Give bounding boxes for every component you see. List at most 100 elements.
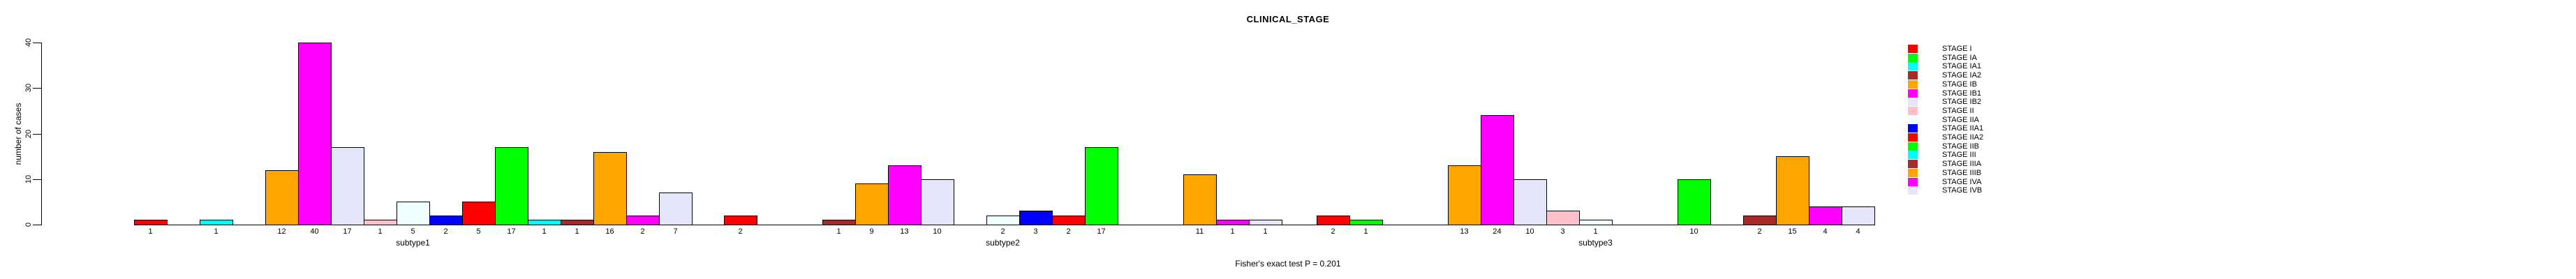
bar-stage-iib [1085, 147, 1118, 225]
legend-label: STAGE IIB [1942, 142, 1979, 151]
bar-value-label: 13 [900, 227, 909, 236]
y-tick-mark [33, 88, 41, 89]
legend-label: STAGE IA1 [1942, 62, 1982, 71]
bar-stage-iiia [1743, 216, 1777, 225]
bar-value-label: 2 [738, 227, 743, 236]
legend-swatch-stage-ib2 [1908, 98, 1918, 107]
legend-swatch-stage-iia [1908, 115, 1918, 124]
legend-swatch-stage-iiib [1908, 168, 1918, 177]
legend-swatch-stage-ib1 [1908, 89, 1918, 98]
bar-value-label: 10 [1525, 227, 1534, 236]
bar-stage-i [134, 220, 168, 225]
bar-value-label: 24 [1493, 227, 1502, 236]
legend-swatch-stage-iiia [1908, 160, 1918, 169]
bar-value-label: 2 [1331, 227, 1335, 236]
legend-swatch-stage-ia1 [1908, 62, 1918, 71]
bar-stage-ib1 [888, 165, 921, 225]
legend-swatch-stage-ib [1908, 80, 1918, 89]
y-tick-label: 30 [24, 84, 33, 93]
bar-stage-iia1 [429, 216, 463, 225]
bar-stage-ib1 [1481, 115, 1514, 225]
bar-value-label: 7 [673, 227, 678, 236]
legend-swatch-stage-iii [1908, 151, 1918, 160]
bar-stage-ib2 [921, 179, 954, 225]
bar-value-label: 5 [476, 227, 481, 236]
bar-value-label: 4 [1856, 227, 1860, 236]
bar-value-label: 2 [1000, 227, 1005, 236]
bar-stage-i [724, 216, 757, 225]
bar-stage-iva [1809, 206, 1842, 225]
legend-label: STAGE IVB [1942, 186, 1983, 195]
bar-stage-ib [1448, 165, 1481, 225]
legend-label: STAGE IB [1942, 80, 1977, 89]
y-tick-label: 10 [24, 174, 33, 183]
bar-stage-ib [265, 170, 299, 225]
bar-stage-iia [1579, 220, 1613, 225]
legend-label: STAGE II [1942, 106, 1974, 115]
bar-stage-iia1 [1019, 211, 1053, 225]
bar-stage-iiib [593, 152, 627, 225]
bar-value-label: 1 [214, 227, 219, 236]
bar-value-label: 16 [605, 227, 614, 236]
bar-value-label: 17 [343, 227, 352, 236]
legend-label: STAGE IB1 [1942, 89, 1982, 98]
bar-value-label: 12 [277, 227, 286, 236]
bar-value-label: 3 [1560, 227, 1565, 236]
bar-stage-ib [855, 183, 889, 225]
legend-label: STAGE IIIB [1942, 168, 1982, 177]
y-tick-mark [33, 179, 41, 180]
bar-stage-ib1 [298, 43, 332, 225]
bar-value-label: 1 [1263, 227, 1268, 236]
legend-swatch-stage-iib [1908, 142, 1918, 151]
y-tick-mark [33, 133, 41, 135]
bar-value-label: 17 [507, 227, 516, 236]
legend-label: STAGE IIIA [1942, 160, 1982, 169]
legend-swatch-stage-ia2 [1908, 71, 1918, 80]
bar-value-label: 1 [836, 227, 841, 236]
bar-value-label: 2 [443, 227, 448, 236]
legend-swatch-stage-i [1908, 45, 1918, 53]
bar-value-label: 15 [1788, 227, 1797, 236]
bar-stage-i [1317, 216, 1350, 225]
bar-value-label: 10 [1689, 227, 1698, 236]
bar-stage-iib [1678, 179, 1711, 225]
bar-value-label: 13 [1460, 227, 1469, 236]
bar-value-label: 1 [1593, 227, 1598, 236]
bar-stage-iiib [1776, 156, 1809, 225]
y-axis-label: number of cases [13, 103, 23, 165]
bar-stage-iiia [561, 220, 594, 225]
bar-stage-ivb [1842, 206, 1875, 225]
x-group-label-subtype1: subtype1 [396, 238, 430, 248]
bar-stage-iva [1216, 220, 1250, 225]
legend-swatch-stage-ivb [1908, 186, 1918, 195]
legend-swatch-stage-iva [1908, 177, 1918, 186]
legend-label: STAGE IIA [1942, 115, 1979, 124]
bar-value-label: 1 [575, 227, 579, 236]
bar-stage-ia1 [200, 220, 233, 225]
bar-value-label: 1 [148, 227, 153, 236]
y-tick-label: 0 [24, 222, 33, 227]
legend-swatch-stage-ii [1908, 106, 1918, 115]
x-group-label-subtype3: subtype3 [1578, 238, 1613, 248]
bar-stage-iiib [1183, 174, 1217, 225]
legend-label: STAGE IIA1 [1942, 124, 1984, 133]
legend-label: STAGE III [1942, 151, 1976, 160]
legend-swatch-stage-iia1 [1908, 124, 1918, 133]
legend-label: STAGE IA [1942, 53, 1977, 62]
bar-value-label: 9 [869, 227, 874, 236]
bar-value-label: 2 [1757, 227, 1762, 236]
bar-value-label: 3 [1033, 227, 1038, 236]
bar-stage-iib [495, 147, 528, 225]
fisher-test-annotation: Fisher's exact test P = 0.201 [1235, 259, 1341, 269]
legend-swatch-stage-iia2 [1908, 133, 1918, 142]
bar-stage-iia [397, 202, 430, 225]
bar-stage-iia2 [1052, 216, 1086, 225]
bar-stage-ib2 [1513, 179, 1547, 225]
bar-value-label: 40 [310, 227, 319, 236]
bar-stage-ib2 [331, 147, 364, 225]
legend-label: STAGE IA2 [1942, 71, 1982, 80]
bar-stage-ia2 [822, 220, 856, 225]
legend-label: STAGE IVA [1942, 177, 1982, 186]
y-tick-label: 20 [24, 129, 33, 138]
